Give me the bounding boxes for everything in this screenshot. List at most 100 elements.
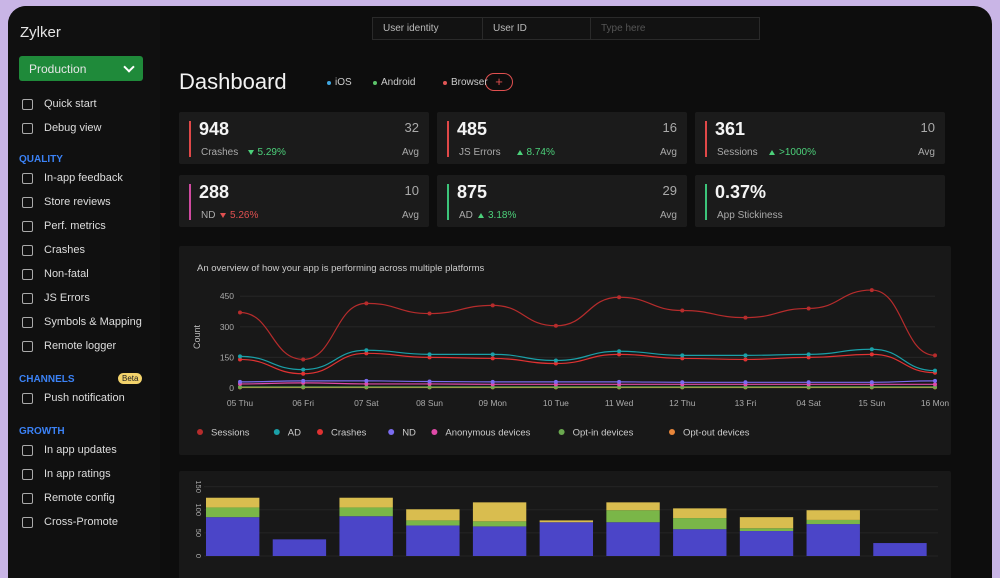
nav-item[interactable]: In app updates xyxy=(20,442,117,458)
series-line xyxy=(239,382,935,385)
accent-bar xyxy=(447,121,449,157)
data-point xyxy=(869,347,874,352)
data-point xyxy=(553,358,558,363)
nav-item[interactable]: Debug view xyxy=(20,120,101,136)
stat-card: 288 ND 5.26% 10 Avg xyxy=(179,175,429,227)
stat-value: 0.37% xyxy=(715,182,767,202)
bar-segment xyxy=(606,502,660,511)
operator-select[interactable]: User ID xyxy=(483,18,591,39)
y-tick-label: 300 xyxy=(220,322,234,332)
stat-label: ND xyxy=(201,210,216,221)
data-point xyxy=(238,310,242,315)
legend-label: Opt-in devices xyxy=(573,428,634,439)
nav-item[interactable]: Crashes xyxy=(20,242,85,258)
stat-avg: 32 xyxy=(404,120,419,135)
bar-segment xyxy=(539,520,594,523)
data-point xyxy=(553,323,558,328)
bar-segment xyxy=(673,518,727,530)
bar-segment xyxy=(339,497,393,508)
section-title: CHANNELS xyxy=(19,374,75,385)
data-point xyxy=(617,349,622,354)
section-title: QUALITY xyxy=(19,154,63,165)
legend-label: Sessions xyxy=(211,428,250,439)
nav-item[interactable]: In-app feedback xyxy=(20,170,123,186)
stat-avg: 10 xyxy=(404,183,419,198)
data-point xyxy=(743,380,748,385)
nav-item[interactable]: Quick start xyxy=(20,96,97,112)
y-tick-label: 100 xyxy=(194,503,203,516)
nav-item[interactable]: Store reviews xyxy=(20,194,111,210)
legend-text: Browser xyxy=(451,77,488,88)
nav-item[interactable]: JS Errors xyxy=(20,290,90,306)
data-point xyxy=(869,380,874,385)
data-point xyxy=(364,381,369,386)
data-point xyxy=(301,371,306,376)
nav-item[interactable]: Cross-Promote xyxy=(20,514,118,530)
legend-dot xyxy=(431,429,438,435)
bar-segment xyxy=(206,497,260,508)
data-point xyxy=(490,379,495,384)
add-button[interactable]: + xyxy=(485,73,513,91)
x-tick-label: 11 Wed xyxy=(605,398,634,408)
stat-avg: 29 xyxy=(662,183,677,198)
bar-segment xyxy=(873,543,927,556)
bar-segment xyxy=(739,517,794,529)
accent-bar xyxy=(705,184,707,220)
nav-item[interactable]: Non-fatal xyxy=(20,266,89,282)
nav-item[interactable]: Remote logger xyxy=(20,338,116,354)
x-tick-label: 06 Fri xyxy=(292,398,314,408)
data-point xyxy=(238,357,242,362)
stat-card: 875 AD 3.18% 29 Avg xyxy=(437,175,687,227)
stat-label: App Stickiness xyxy=(717,210,783,221)
environment-dropdown[interactable]: Production xyxy=(19,56,143,81)
data-point xyxy=(427,352,432,357)
legend-text: iOS xyxy=(335,77,352,88)
legend-dot xyxy=(273,429,280,435)
data-point xyxy=(238,379,242,384)
stat-change: 5.29% xyxy=(247,147,286,158)
y-tick-label: 450 xyxy=(220,291,234,301)
x-tick-label: 13 Fri xyxy=(735,398,757,408)
stat-value: 485 xyxy=(457,119,488,139)
data-point xyxy=(617,352,622,357)
data-point xyxy=(933,382,937,387)
x-tick-label: 08 Sun xyxy=(416,398,443,408)
page-title: Dashboard xyxy=(179,69,287,94)
data-point xyxy=(364,378,369,383)
field-select[interactable]: User identity xyxy=(373,18,483,39)
stat-change: 3.18% xyxy=(478,210,516,221)
nav-item[interactable]: Remote config xyxy=(20,490,115,506)
bar-segment xyxy=(673,508,727,519)
legend-label: ND xyxy=(402,428,416,439)
bar-segment xyxy=(339,516,393,556)
app: Zylker Production Quick start Debug view Q… xyxy=(8,6,992,578)
data-point xyxy=(743,353,748,358)
data-point xyxy=(933,353,937,358)
stat-card: 0.37% App Stickiness xyxy=(695,175,945,227)
stat-value: 361 xyxy=(715,119,746,139)
nav-item[interactable]: Symbols & Mapping xyxy=(20,314,142,330)
x-tick-label: 05 Thu xyxy=(227,398,254,408)
x-tick-label: 09 Mon xyxy=(479,398,508,408)
data-point xyxy=(364,301,369,306)
data-point xyxy=(238,354,242,359)
y-tick-label: 50 xyxy=(194,529,203,537)
search-input[interactable]: Type here xyxy=(601,23,646,34)
bar-segment xyxy=(806,524,860,556)
data-point xyxy=(490,356,495,361)
data-point xyxy=(933,378,937,383)
nav-item[interactable]: In app ratings xyxy=(20,466,111,482)
nav-item[interactable]: Push notification xyxy=(20,390,125,406)
legend-dot xyxy=(558,429,565,435)
series-line xyxy=(239,289,936,361)
nav-item[interactable]: Perf. metrics xyxy=(20,218,106,234)
x-tick-label: 07 Sat xyxy=(354,398,379,408)
x-tick-label: 12 Thu xyxy=(669,398,696,408)
legend-text: Android xyxy=(381,77,416,88)
data-point xyxy=(680,308,685,313)
stat-label: AD xyxy=(459,210,473,221)
series-line xyxy=(239,380,936,383)
data-point xyxy=(869,288,874,293)
accent-bar xyxy=(447,184,449,220)
bar-segment xyxy=(472,521,527,527)
